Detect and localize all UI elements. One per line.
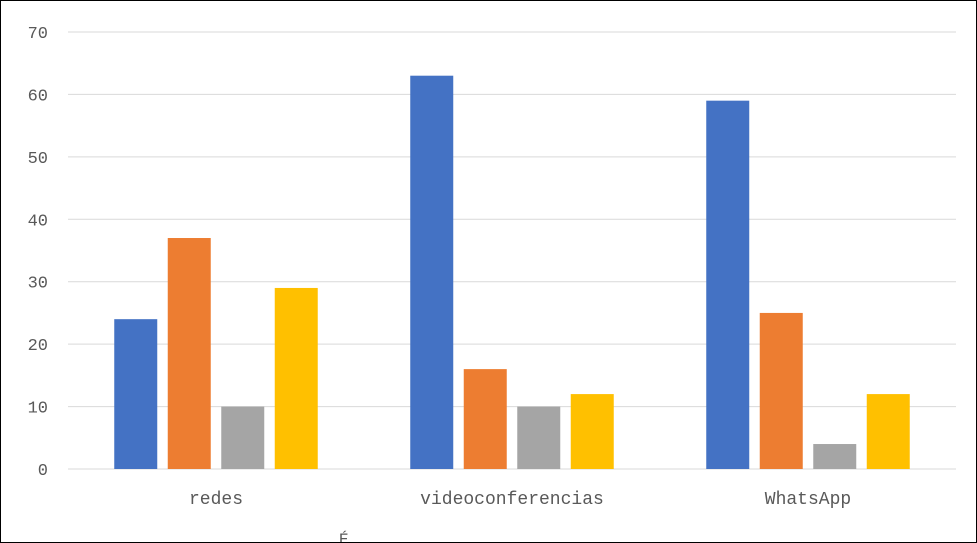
- bar-whatsapp-3: [813, 444, 857, 469]
- category-label: WhatsApp: [765, 490, 851, 510]
- bar-videoconferencias-3: [517, 406, 561, 469]
- gridlines: [68, 31, 956, 470]
- bar-redes-2: [167, 238, 211, 469]
- category-label: redes: [189, 490, 243, 510]
- legend-cut-off-text: É: [339, 530, 349, 542]
- x-axis-category-labels: redes videoconferencias WhatsApp: [189, 490, 851, 510]
- y-axis-tick-labels: 0 10 20 30 40 50 60 70: [28, 25, 48, 481]
- y-tick-label: 10: [28, 400, 48, 419]
- y-tick-label: 60: [28, 87, 48, 106]
- y-tick-label: 40: [28, 212, 48, 231]
- bar-redes-4: [274, 287, 318, 469]
- bar-whatsapp-2: [759, 312, 803, 469]
- bar-redes-1: [114, 319, 158, 469]
- bars: [114, 75, 910, 470]
- bar-whatsapp-4: [866, 394, 910, 469]
- bar-videoconferencias-1: [410, 75, 454, 469]
- bar-redes-3: [221, 406, 265, 469]
- y-tick-label: 50: [28, 150, 48, 169]
- bar-whatsapp-1: [706, 100, 750, 470]
- y-tick-label: 70: [28, 25, 48, 44]
- y-tick-label: 0: [38, 462, 48, 481]
- y-tick-label: 30: [28, 275, 48, 294]
- category-label: videoconferencias: [420, 490, 604, 510]
- y-tick-label: 20: [28, 337, 48, 356]
- bar-videoconferencias-2: [463, 369, 507, 469]
- bar-videoconferencias-4: [570, 394, 614, 469]
